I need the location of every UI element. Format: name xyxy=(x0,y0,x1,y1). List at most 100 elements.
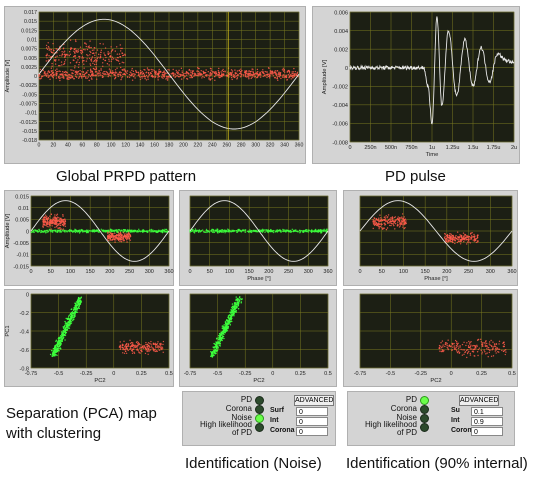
data-point xyxy=(477,354,479,357)
data-point xyxy=(446,342,448,345)
data-point xyxy=(58,342,60,344)
data-point xyxy=(55,217,57,219)
data-point xyxy=(89,64,92,67)
data-point xyxy=(233,302,236,304)
data-point xyxy=(453,345,456,347)
data-point xyxy=(85,45,88,48)
data-point xyxy=(256,72,258,75)
advanced-button[interactable]: ADVANCED xyxy=(294,395,334,406)
x-tick-label: 2u xyxy=(511,145,517,151)
plot-global_prpd: 0 20 40 60 80 100 120 140 160 180 200 220 240 260 280 3… xyxy=(5,10,303,149)
data-point xyxy=(100,68,102,70)
data-point xyxy=(442,350,444,353)
data-point xyxy=(220,71,222,73)
advanced-button[interactable]: ADVANCED xyxy=(459,395,499,406)
data-point xyxy=(89,75,92,77)
data-point xyxy=(397,216,400,218)
data-point xyxy=(42,224,44,226)
data-point xyxy=(147,78,149,80)
data-point xyxy=(78,297,80,300)
data-point xyxy=(301,230,303,232)
data-point xyxy=(129,234,132,237)
data-point xyxy=(104,59,106,62)
data-point xyxy=(75,229,77,232)
data-point xyxy=(389,220,392,223)
data-point xyxy=(96,71,98,73)
data-point xyxy=(498,343,500,345)
data-point xyxy=(69,62,72,64)
data-point xyxy=(135,70,137,72)
data-point xyxy=(145,74,148,77)
x-tick-label: 200 xyxy=(179,143,188,149)
data-point xyxy=(196,74,199,77)
data-point xyxy=(47,230,50,233)
data-point xyxy=(296,71,299,74)
data-point xyxy=(150,340,152,343)
data-point xyxy=(201,73,203,75)
data-point xyxy=(56,345,59,348)
data-point xyxy=(64,334,66,337)
data-point xyxy=(56,52,58,54)
data-point xyxy=(64,220,67,223)
data-point xyxy=(393,222,396,224)
data-point xyxy=(269,75,271,78)
data-point xyxy=(158,75,161,78)
data-point xyxy=(107,53,110,56)
data-point xyxy=(296,74,298,76)
data-point xyxy=(246,70,248,72)
data-point xyxy=(473,240,476,242)
x-axis-label: PC2 xyxy=(430,378,441,384)
data-point xyxy=(115,58,117,60)
data-point xyxy=(148,69,150,71)
data-point xyxy=(215,229,218,232)
data-point xyxy=(55,77,58,79)
data-point xyxy=(60,348,62,350)
data-point xyxy=(496,346,498,349)
data-point xyxy=(383,219,385,221)
data-point xyxy=(372,227,374,230)
x-tick-label: 0 xyxy=(188,269,191,275)
data-point xyxy=(405,220,407,222)
data-point xyxy=(231,314,233,317)
data-point xyxy=(252,71,254,74)
data-point xyxy=(70,315,72,318)
data-point xyxy=(45,221,47,223)
data-point xyxy=(77,300,80,302)
data-point xyxy=(386,217,388,219)
data-point xyxy=(453,347,456,349)
data-point xyxy=(267,67,270,69)
data-point xyxy=(63,330,65,333)
data-point xyxy=(72,313,75,315)
data-point xyxy=(113,229,115,232)
data-point xyxy=(136,231,138,233)
data-point xyxy=(104,70,106,73)
data-point xyxy=(269,230,271,233)
data-point xyxy=(142,72,145,75)
data-point xyxy=(139,69,142,72)
data-point xyxy=(305,230,307,232)
data-point xyxy=(42,223,44,225)
data-point xyxy=(243,75,245,77)
data-point xyxy=(64,56,66,58)
data-point xyxy=(231,78,233,81)
data-point xyxy=(56,213,59,215)
data-point xyxy=(214,347,216,349)
data-point xyxy=(378,226,380,228)
data-point xyxy=(143,76,145,78)
data-point xyxy=(469,346,471,348)
data-point xyxy=(236,299,239,302)
data-point xyxy=(241,70,243,72)
data-point xyxy=(139,347,141,350)
data-point xyxy=(224,323,227,325)
x-tick-label: 200 xyxy=(105,269,114,275)
x-tick-label: 20 xyxy=(51,143,57,149)
data-point xyxy=(84,72,87,75)
data-point xyxy=(154,75,157,78)
data-point xyxy=(72,309,75,312)
data-point xyxy=(468,241,470,243)
data-point xyxy=(257,73,259,76)
data-point xyxy=(88,79,90,82)
data-point xyxy=(280,77,282,80)
data-point xyxy=(85,76,87,78)
data-point xyxy=(219,343,221,345)
